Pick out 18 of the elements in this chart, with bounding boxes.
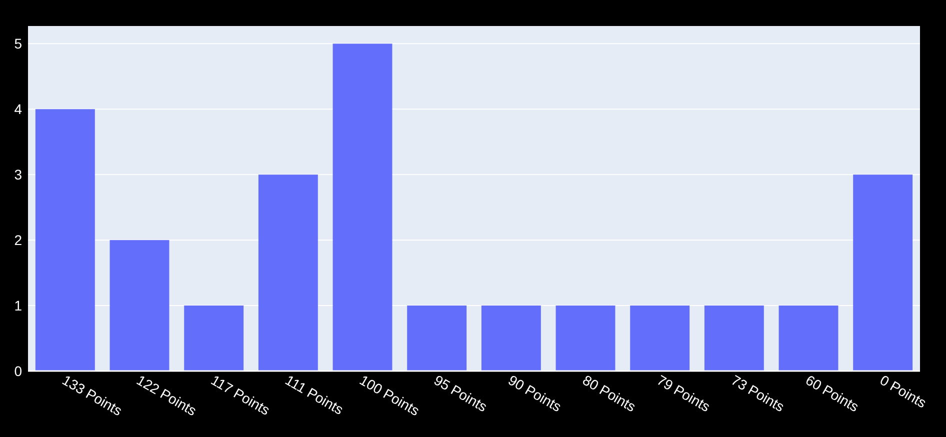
bar xyxy=(778,306,838,371)
y-tick-label: 2 xyxy=(14,232,22,248)
bar xyxy=(556,306,616,371)
bar xyxy=(110,240,170,371)
y-tick-label: 3 xyxy=(14,166,22,183)
bar xyxy=(332,44,392,371)
bar xyxy=(258,174,318,371)
bar xyxy=(407,306,467,371)
bar xyxy=(481,306,541,371)
bar xyxy=(184,306,244,371)
bar xyxy=(853,174,913,371)
bar xyxy=(35,109,95,371)
y-tick-label: 0 xyxy=(14,362,22,379)
bar xyxy=(704,306,764,371)
y-tick-label: 4 xyxy=(14,101,22,118)
y-tick-label: 5 xyxy=(14,36,22,52)
bar xyxy=(630,306,690,371)
y-tick-label: 1 xyxy=(14,297,22,314)
